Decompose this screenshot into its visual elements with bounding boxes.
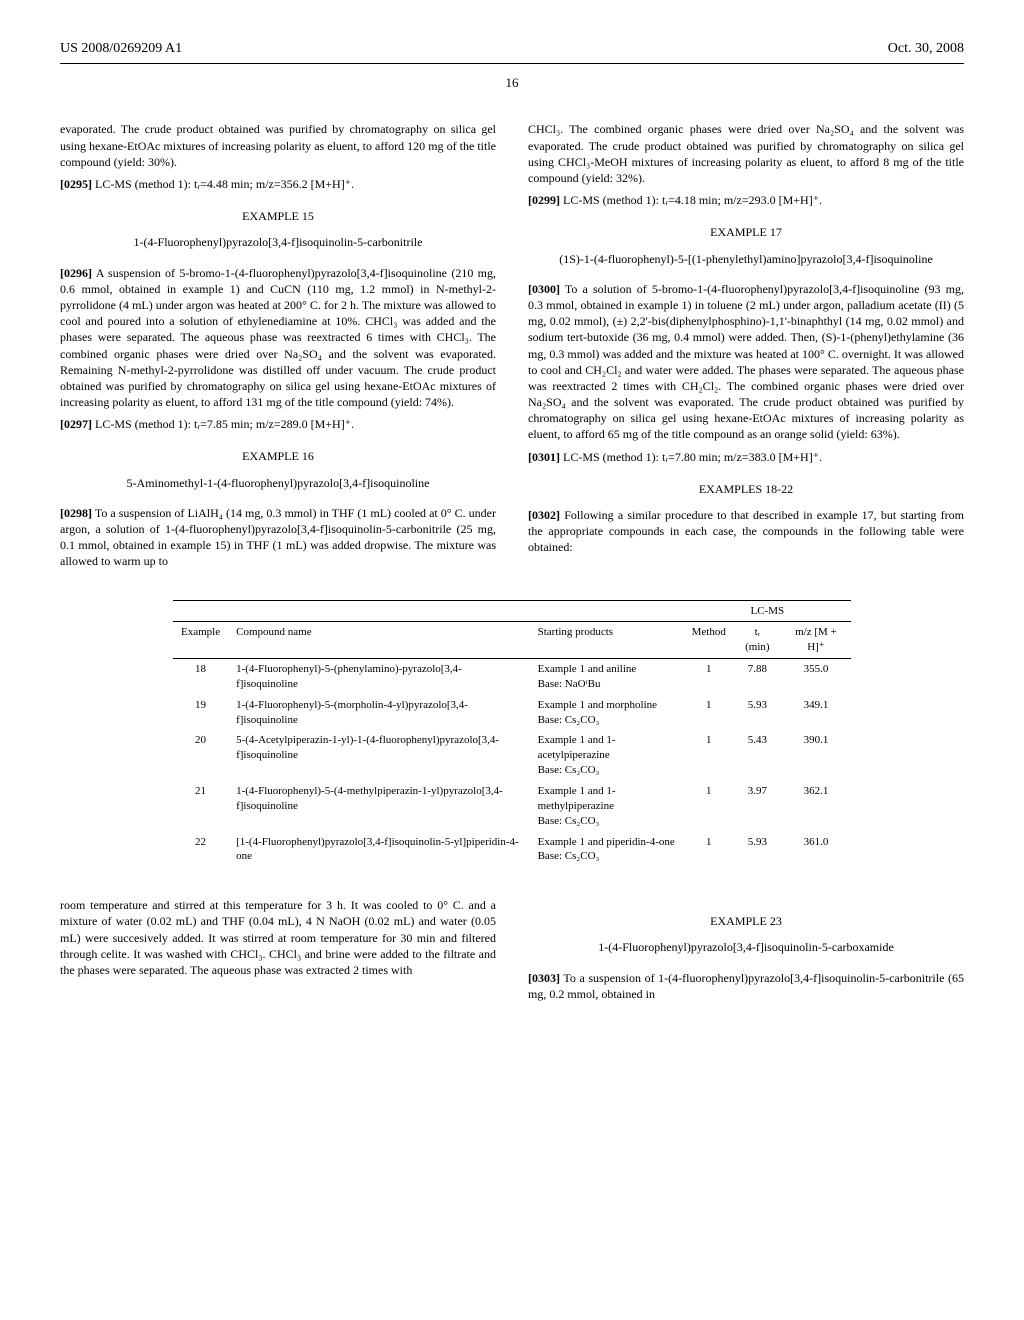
page-number: 16 — [60, 74, 964, 92]
col-header-group: LC-MS — [684, 600, 851, 622]
body-text: LC-MS (method 1): tᵣ=7.85 min; m/z=289.0… — [95, 417, 354, 431]
table-cell: Example 1 and 1-acetylpiperazine Base: C… — [530, 730, 684, 781]
table-cell: 1-(4-Fluorophenyl)-5-(phenylamino)-pyraz… — [228, 659, 529, 695]
col-header: Method — [684, 622, 734, 659]
table-cell: 1 — [684, 659, 734, 695]
para-num: [0301] — [528, 450, 560, 464]
example-heading: EXAMPLE 23 — [528, 913, 964, 929]
table-cell: 5.93 — [734, 695, 781, 731]
body-text: CHCl₃. The combined organic phases were … — [528, 121, 964, 186]
table-cell: 7.88 — [734, 659, 781, 695]
body-text: [0297] LC-MS (method 1): tᵣ=7.85 min; m/… — [60, 416, 496, 432]
col-header: Starting products — [530, 622, 684, 659]
doc-date: Oct. 30, 2008 — [888, 40, 964, 59]
body-text: [0302] Following a similar procedure to … — [528, 507, 964, 556]
table-cell: 5.93 — [734, 832, 781, 868]
body-text: [0299] LC-MS (method 1): tᵣ=4.18 min; m/… — [528, 192, 964, 208]
para-num: [0297] — [60, 417, 92, 431]
body-text: LC-MS (method 1): tᵣ=4.18 min; m/z=293.0… — [563, 193, 822, 207]
header-divider — [60, 63, 964, 64]
body-text: [0301] LC-MS (method 1): tᵣ=7.80 min; m/… — [528, 449, 964, 465]
table-row: 205-(4-Acetylpiperazin-1-yl)-1-(4-fluoro… — [173, 730, 851, 781]
body-text: [0296] A suspension of 5-bromo-1-(4-fluo… — [60, 265, 496, 411]
table-cell: 390.1 — [781, 730, 851, 781]
col-header — [173, 600, 228, 622]
table-cell: 5-(4-Acetylpiperazin-1-yl)-1-(4-fluoroph… — [228, 730, 529, 781]
example-heading: EXAMPLE 16 — [60, 448, 496, 464]
table-row: 181-(4-Fluorophenyl)-5-(phenylamino)-pyr… — [173, 659, 851, 695]
table-cell: Example 1 and morpholine Base: Cs₂CO₃ — [530, 695, 684, 731]
col-header — [530, 600, 684, 622]
col-header: Example — [173, 622, 228, 659]
examples-table: LC-MS Example Compound name Starting pro… — [173, 600, 851, 868]
example-title: 5-Aminomethyl-1-(4-fluorophenyl)pyrazolo… — [60, 475, 496, 491]
para-num: [0303] — [528, 971, 560, 985]
body-text: evaporated. The crude product obtained w… — [60, 121, 496, 170]
table-cell: 1 — [684, 781, 734, 832]
body-text: LC-MS (method 1): tᵣ=4.48 min; m/z=356.2… — [95, 177, 354, 191]
col-header: tᵣ (min) — [734, 622, 781, 659]
para-num: [0299] — [528, 193, 560, 207]
body-text: [0300] To a solution of 5-bromo-1-(4-flu… — [528, 281, 964, 443]
body-text: [0303] To a suspension of 1-(4-fluorophe… — [528, 970, 964, 1002]
table-cell: 361.0 — [781, 832, 851, 868]
table-row: 191-(4-Fluorophenyl)-5-(morpholin-4-yl)p… — [173, 695, 851, 731]
table-cell: Example 1 and 1-methylpiperazine Base: C… — [530, 781, 684, 832]
example-heading: EXAMPLE 15 — [60, 208, 496, 224]
doc-id: US 2008/0269209 A1 — [60, 40, 182, 59]
table-row: 22[1-(4-Fluorophenyl)pyrazolo[3,4-f]isoq… — [173, 832, 851, 868]
example-title: 1-(4-Fluorophenyl)pyrazolo[3,4-f]isoquin… — [528, 939, 964, 955]
body-text: To a solution of 5-bromo-1-(4-fluorophen… — [528, 282, 964, 442]
table-cell: [1-(4-Fluorophenyl)pyrazolo[3,4-f]isoqui… — [228, 832, 529, 868]
body-text: room temperature and stirred at this tem… — [60, 897, 496, 978]
para-num: [0302] — [528, 508, 560, 522]
table-cell: 3.97 — [734, 781, 781, 832]
table-cell: 355.0 — [781, 659, 851, 695]
col-header — [228, 600, 529, 622]
table-cell: 19 — [173, 695, 228, 731]
col-header: Compound name — [228, 622, 529, 659]
body-text: [0298] To a suspension of LiAlH₄ (14 mg,… — [60, 505, 496, 570]
body-text: Following a similar procedure to that de… — [528, 508, 964, 554]
example-heading: EXAMPLES 18-22 — [528, 481, 964, 497]
table-cell: 20 — [173, 730, 228, 781]
table-cell: 1-(4-Fluorophenyl)-5-(morpholin-4-yl)pyr… — [228, 695, 529, 731]
body-text: To a suspension of LiAlH₄ (14 mg, 0.3 mm… — [60, 506, 496, 569]
table-cell: 1 — [684, 832, 734, 868]
table-cell: 5.43 — [734, 730, 781, 781]
para-num: [0300] — [528, 282, 560, 296]
table-cell: Example 1 and aniline Base: NaOᵗBu — [530, 659, 684, 695]
example-title: 1-(4-Fluorophenyl)pyrazolo[3,4-f]isoquin… — [60, 234, 496, 250]
example-title: (1S)-1-(4-fluorophenyl)-5-[(1-phenylethy… — [528, 251, 964, 267]
table-cell: 349.1 — [781, 695, 851, 731]
table-cell: 22 — [173, 832, 228, 868]
example-heading: EXAMPLE 17 — [528, 224, 964, 240]
col-header: m/z [M + H]⁺ — [781, 622, 851, 659]
body-text: [0295] LC-MS (method 1): tᵣ=4.48 min; m/… — [60, 176, 496, 192]
body-text: To a suspension of 1-(4-fluorophenyl)pyr… — [528, 971, 964, 1001]
table-cell: 21 — [173, 781, 228, 832]
table-cell: 362.1 — [781, 781, 851, 832]
para-num: [0295] — [60, 177, 92, 191]
table-row: 211-(4-Fluorophenyl)-5-(4-methylpiperazi… — [173, 781, 851, 832]
body-text: A suspension of 5-bromo-1-(4-fluoropheny… — [60, 266, 496, 410]
body-text: LC-MS (method 1): tᵣ=7.80 min; m/z=383.0… — [563, 450, 822, 464]
table-cell: Example 1 and piperidin-4-one Base: Cs₂C… — [530, 832, 684, 868]
table-cell: 1-(4-Fluorophenyl)-5-(4-methylpiperazin-… — [228, 781, 529, 832]
table-cell: 1 — [684, 730, 734, 781]
para-num: [0298] — [60, 506, 92, 520]
para-num: [0296] — [60, 266, 92, 280]
table-cell: 1 — [684, 695, 734, 731]
table-cell: 18 — [173, 659, 228, 695]
